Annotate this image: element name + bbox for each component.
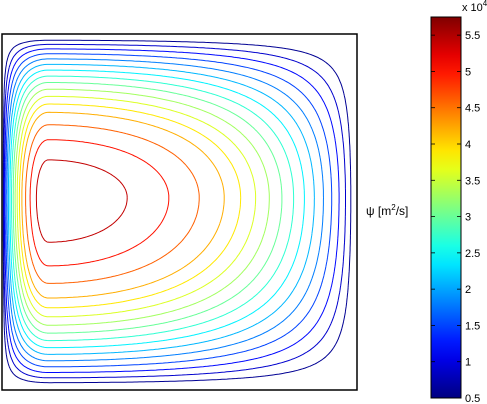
colorbar xyxy=(430,16,462,399)
colorbar-label-close: /s] xyxy=(396,204,409,218)
colorbar-multiplier: x 104 xyxy=(462,0,487,14)
contour-line xyxy=(25,124,200,284)
contour-line xyxy=(2,39,352,384)
contour-line xyxy=(14,88,270,326)
contour-line xyxy=(11,75,295,342)
colorbar-ticks: 0.5 1 1.5 2 2.5 3 3.5 4 4.5 5 5.5 xyxy=(431,30,480,404)
contour-line xyxy=(6,58,324,362)
colorbar-label: ψ [m2/s] xyxy=(366,203,408,218)
colorbar-multiplier-exponent: 4 xyxy=(483,0,487,8)
colorbar-tick-label: 4 xyxy=(465,139,471,151)
colorbar-tick-label: 1 xyxy=(465,357,471,369)
contour-line xyxy=(12,82,283,334)
colorbar-tick-label: 3.5 xyxy=(465,175,480,187)
colorbar-tick-label: 3 xyxy=(465,212,471,224)
colorbar-multiplier-base: x 10 xyxy=(462,2,483,14)
contour-line xyxy=(29,139,170,267)
contour-line xyxy=(16,95,257,318)
contour-line xyxy=(18,103,242,309)
colorbar-label-exponent: 2 xyxy=(391,203,396,212)
colorbar-label-open: [m xyxy=(378,204,391,218)
contour-line xyxy=(4,48,340,373)
colorbar-tick-label: 2.5 xyxy=(465,248,480,260)
colorbar-tick-label: 5 xyxy=(465,66,471,78)
contour-line xyxy=(3,43,346,379)
plot-frame xyxy=(1,33,358,391)
contour-line xyxy=(7,63,315,355)
colorbar-label-psi: ψ xyxy=(366,204,375,218)
contour-lines xyxy=(2,39,352,384)
contour-line xyxy=(35,159,128,243)
colorbar-tick-label: 5.5 xyxy=(465,30,480,42)
contour-line xyxy=(5,53,333,368)
colorbar-tick-label: 0.5 xyxy=(465,393,480,404)
colorbar-tick-label: 1.5 xyxy=(465,320,480,332)
colorbar-tick-label: 2 xyxy=(465,284,471,296)
contour-line xyxy=(21,111,225,299)
contour-line xyxy=(9,69,305,349)
colorbar-tick-label: 4.5 xyxy=(465,103,480,115)
plot-area xyxy=(2,34,357,390)
